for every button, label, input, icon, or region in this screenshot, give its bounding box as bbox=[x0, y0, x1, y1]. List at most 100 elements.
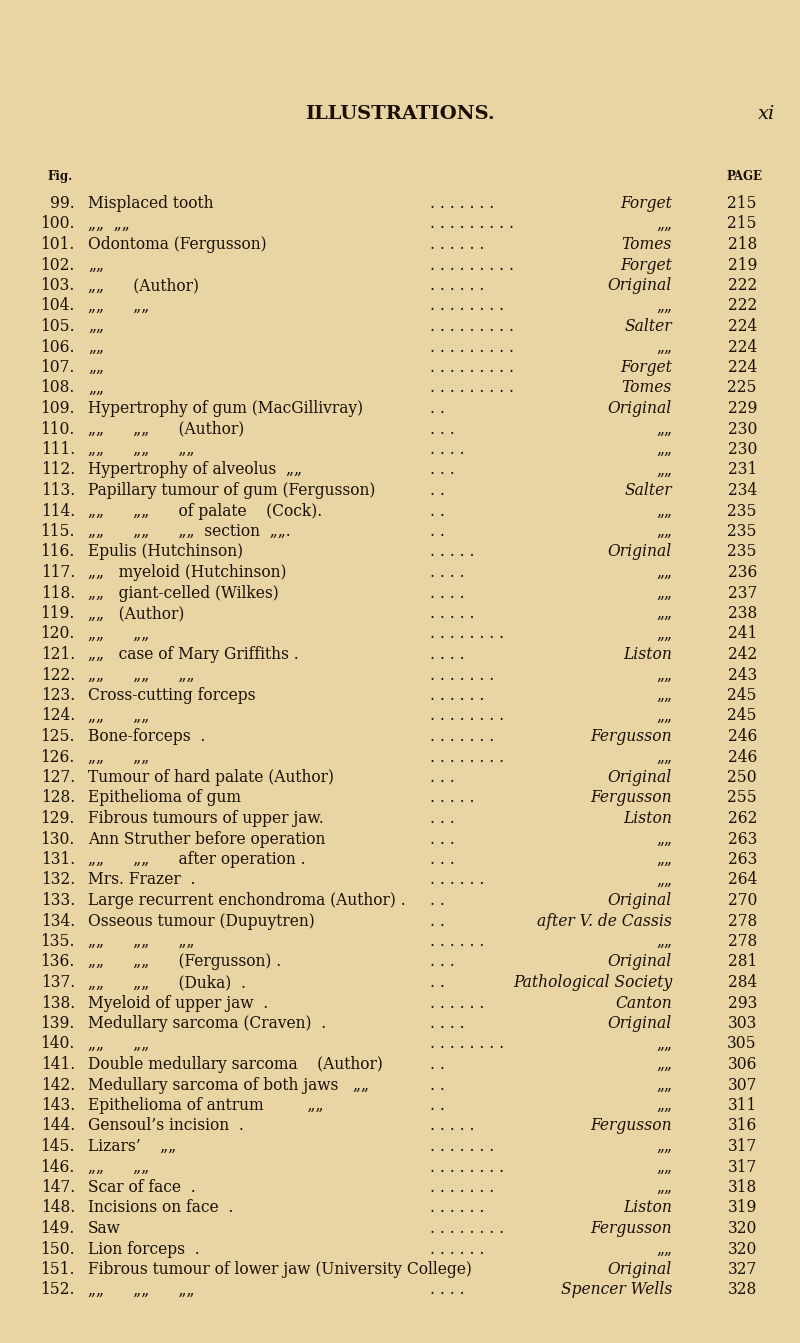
Text: . . . . . . . . .: . . . . . . . . . bbox=[430, 359, 514, 376]
Text: „„      „„      of palate    (Cock).: „„ „„ of palate (Cock). bbox=[88, 502, 322, 520]
Text: 133.: 133. bbox=[41, 892, 75, 909]
Text: . . . . . . . .: . . . . . . . . bbox=[430, 1035, 504, 1053]
Text: Large recurrent enchondroma (Author) .: Large recurrent enchondroma (Author) . bbox=[88, 892, 406, 909]
Text: 99.: 99. bbox=[50, 195, 75, 212]
Text: 306: 306 bbox=[727, 1056, 757, 1073]
Text: 250: 250 bbox=[727, 770, 757, 786]
Text: 127.: 127. bbox=[41, 770, 75, 786]
Text: 255: 255 bbox=[727, 790, 757, 807]
Text: 115.: 115. bbox=[41, 522, 75, 540]
Text: 236: 236 bbox=[728, 564, 757, 582]
Text: PAGE: PAGE bbox=[726, 171, 762, 183]
Text: „„: „„ bbox=[656, 1159, 672, 1175]
Text: 150.: 150. bbox=[40, 1241, 75, 1257]
Text: Original: Original bbox=[608, 954, 672, 971]
Text: 124.: 124. bbox=[41, 708, 75, 724]
Text: . . . . .: . . . . . bbox=[430, 604, 474, 622]
Text: xi: xi bbox=[758, 105, 775, 124]
Text: „„      „„: „„ „„ bbox=[88, 626, 150, 642]
Text: . . .: . . . bbox=[430, 830, 454, 847]
Text: „„: „„ bbox=[656, 1035, 672, 1053]
Text: . . . . . . .: . . . . . . . bbox=[430, 1179, 494, 1197]
Text: Original: Original bbox=[608, 277, 672, 294]
Text: 111.: 111. bbox=[41, 441, 75, 458]
Text: . . . . . . . . .: . . . . . . . . . bbox=[430, 380, 514, 396]
Text: „„: „„ bbox=[656, 298, 672, 314]
Text: . . . .: . . . . bbox=[430, 564, 465, 582]
Text: 120.: 120. bbox=[41, 626, 75, 642]
Text: Epithelioma of gum: Epithelioma of gum bbox=[88, 790, 241, 807]
Text: 100.: 100. bbox=[41, 215, 75, 232]
Text: 224: 224 bbox=[728, 338, 757, 356]
Text: 117.: 117. bbox=[41, 564, 75, 582]
Text: 108.: 108. bbox=[41, 380, 75, 396]
Text: Original: Original bbox=[608, 770, 672, 786]
Text: „„: „„ bbox=[656, 688, 672, 704]
Text: . .: . . bbox=[430, 892, 445, 909]
Text: Fergusson: Fergusson bbox=[590, 790, 672, 807]
Text: „„      „„      „„  section  „„.: „„ „„ „„ section „„. bbox=[88, 522, 290, 540]
Text: „„: „„ bbox=[656, 604, 672, 622]
Text: 138.: 138. bbox=[41, 995, 75, 1011]
Text: 113.: 113. bbox=[41, 482, 75, 500]
Text: „„: „„ bbox=[656, 851, 672, 868]
Text: . . . . . .: . . . . . . bbox=[430, 236, 484, 252]
Text: 215: 215 bbox=[727, 215, 757, 232]
Text: 145.: 145. bbox=[41, 1138, 75, 1155]
Text: „„: „„ bbox=[656, 872, 672, 889]
Text: 234: 234 bbox=[728, 482, 757, 500]
Text: 262: 262 bbox=[728, 810, 757, 827]
Text: „„   myeloid (Hutchinson): „„ myeloid (Hutchinson) bbox=[88, 564, 286, 582]
Text: . .: . . bbox=[430, 974, 445, 991]
Text: 241: 241 bbox=[728, 626, 757, 642]
Text: 224: 224 bbox=[728, 359, 757, 376]
Text: 284: 284 bbox=[728, 974, 757, 991]
Text: Original: Original bbox=[608, 1261, 672, 1279]
Text: . . .: . . . bbox=[430, 462, 454, 478]
Text: . . . . . . .: . . . . . . . bbox=[430, 728, 494, 745]
Text: „„      „„      (Author): „„ „„ (Author) bbox=[88, 420, 244, 438]
Text: „„: „„ bbox=[656, 584, 672, 602]
Text: 218: 218 bbox=[728, 236, 757, 252]
Text: 130.: 130. bbox=[41, 830, 75, 847]
Text: 263: 263 bbox=[728, 851, 757, 868]
Text: „„: „„ bbox=[656, 1097, 672, 1113]
Text: ILLUSTRATIONS.: ILLUSTRATIONS. bbox=[305, 105, 495, 124]
Text: . .: . . bbox=[430, 912, 445, 929]
Text: „„      „„      (Duka)  .: „„ „„ (Duka) . bbox=[88, 974, 246, 991]
Text: 136.: 136. bbox=[41, 954, 75, 971]
Text: Incisions on face  .: Incisions on face . bbox=[88, 1199, 234, 1217]
Text: Fibrous tumour of lower jaw (University College): Fibrous tumour of lower jaw (University … bbox=[88, 1261, 472, 1279]
Text: Cross-cutting forceps: Cross-cutting forceps bbox=[88, 688, 255, 704]
Text: „„: „„ bbox=[656, 933, 672, 950]
Text: . . . .: . . . . bbox=[430, 1281, 465, 1299]
Text: 219: 219 bbox=[728, 257, 757, 274]
Text: . . .: . . . bbox=[430, 851, 454, 868]
Text: Original: Original bbox=[608, 1015, 672, 1031]
Text: 134.: 134. bbox=[41, 912, 75, 929]
Text: 143.: 143. bbox=[41, 1097, 75, 1113]
Text: Papillary tumour of gum (Fergusson): Papillary tumour of gum (Fergusson) bbox=[88, 482, 375, 500]
Text: 316: 316 bbox=[728, 1117, 757, 1135]
Text: Fig.: Fig. bbox=[47, 171, 72, 183]
Text: Fibrous tumours of upper jaw.: Fibrous tumours of upper jaw. bbox=[88, 810, 324, 827]
Text: 317: 317 bbox=[728, 1138, 757, 1155]
Text: 237: 237 bbox=[728, 584, 757, 602]
Text: 118.: 118. bbox=[41, 584, 75, 602]
Text: 101.: 101. bbox=[41, 236, 75, 252]
Text: . . . . .: . . . . . bbox=[430, 1117, 474, 1135]
Text: Fergusson: Fergusson bbox=[590, 1117, 672, 1135]
Text: 230: 230 bbox=[728, 420, 757, 438]
Text: „„      „„: „„ „„ bbox=[88, 1035, 150, 1053]
Text: . . . . . . . . .: . . . . . . . . . bbox=[430, 257, 514, 274]
Text: . . . . . . .: . . . . . . . bbox=[430, 666, 494, 684]
Text: „„      „„: „„ „„ bbox=[88, 708, 150, 724]
Text: after V. de Cassis: after V. de Cassis bbox=[537, 912, 672, 929]
Text: „„: „„ bbox=[656, 748, 672, 766]
Text: Osseous tumour (Dupuytren): Osseous tumour (Dupuytren) bbox=[88, 912, 314, 929]
Text: . . .: . . . bbox=[430, 954, 454, 971]
Text: . . . .: . . . . bbox=[430, 441, 465, 458]
Text: 222: 222 bbox=[728, 277, 757, 294]
Text: 235: 235 bbox=[727, 522, 757, 540]
Text: 264: 264 bbox=[728, 872, 757, 889]
